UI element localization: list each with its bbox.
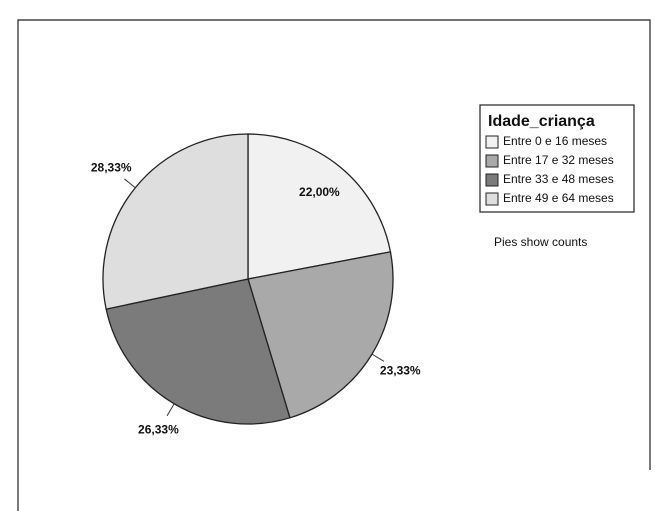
- leader-line: [124, 178, 136, 189]
- leader-line: [371, 353, 385, 362]
- legend-box: [479, 104, 635, 213]
- annotation: Pies show counts: [494, 235, 587, 249]
- legend-label: Entre 17 e 32 meses: [503, 153, 614, 167]
- data-label: 26,33%: [138, 423, 179, 437]
- leader-line: [166, 403, 175, 417]
- legend-swatch: [485, 154, 499, 168]
- legend-title: Idade_criança: [488, 113, 595, 130]
- frame: [17, 19, 651, 511]
- legend-swatch: [485, 135, 499, 149]
- data-label: 23,33%: [380, 363, 421, 377]
- pie-slice: [105, 278, 291, 425]
- data-label: 28,33%: [91, 160, 132, 174]
- legend-swatch: [485, 192, 499, 206]
- legend-label: Entre 49 e 64 meses: [503, 191, 614, 205]
- legend-label: Entre 0 e 16 meses: [503, 134, 607, 148]
- data-label: 22,00%: [299, 185, 340, 199]
- legend-label: Entre 33 e 48 meses: [503, 172, 614, 186]
- pie-slice: [247, 251, 394, 419]
- legend-swatch: [485, 173, 499, 187]
- pie-slice: [247, 133, 392, 280]
- pie-slice: [102, 133, 249, 310]
